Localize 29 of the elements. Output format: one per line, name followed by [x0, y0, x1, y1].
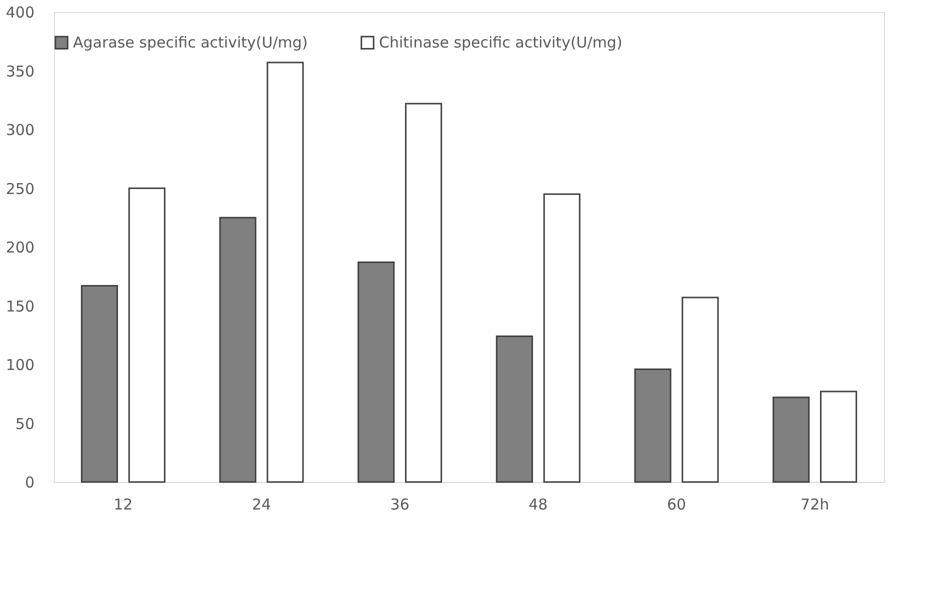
bar [820, 390, 858, 483]
bar [543, 193, 580, 483]
legend-label: Agarase specific activity(U/mg) [73, 34, 308, 52]
bar [634, 368, 672, 483]
x-tick-label: 72h [800, 496, 830, 514]
x-tick-label: 24 [252, 496, 272, 514]
x-tick-label: 12 [114, 496, 133, 514]
y-tick-label: 150 [6, 297, 34, 316]
bar [405, 102, 442, 483]
bar [128, 188, 166, 483]
y-tick-label: 0 [24, 474, 34, 492]
bar [358, 262, 395, 483]
y-tick-label: 400 [6, 4, 34, 22]
y-tick-label: 300 [6, 121, 34, 139]
x-tick-label: 36 [390, 496, 410, 514]
y-tick-label: 350 [6, 62, 34, 80]
bar [80, 285, 118, 483]
bar [219, 216, 256, 483]
bar [266, 62, 304, 483]
x-tick-label: 48 [528, 496, 548, 514]
y-tick-label: 200 [6, 238, 34, 256]
bar [682, 296, 719, 483]
y-tick-label: 100 [6, 356, 34, 374]
legend-label: Chitinase specific activity(U/mg) [379, 34, 622, 52]
x-tick-label: 60 [666, 496, 686, 514]
y-tick-label: 250 [6, 180, 34, 198]
bar [772, 396, 810, 483]
y-tick-label: 50 [15, 414, 34, 433]
bar [496, 336, 533, 483]
